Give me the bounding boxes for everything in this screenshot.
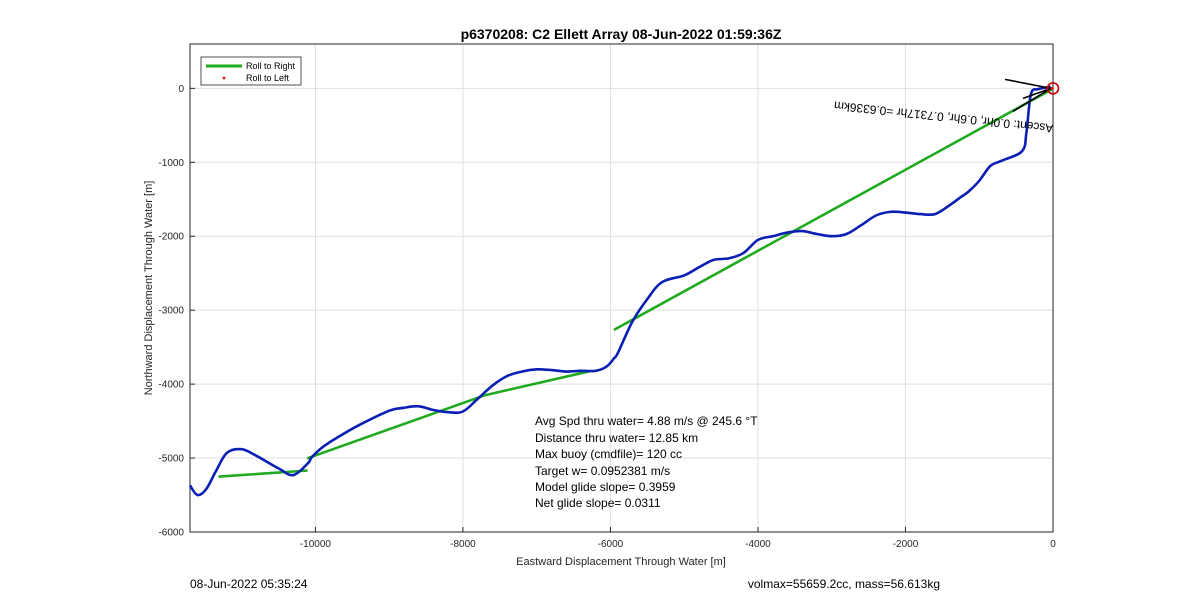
y-tick-label: -4000 (158, 380, 184, 391)
roll-to-right-segment (483, 370, 590, 397)
legend-marker-roll-left (222, 76, 226, 80)
roll-to-right-segment (218, 469, 308, 478)
stat-target-w: Target w= 0.0952381 m/s (535, 464, 670, 478)
plot-frame (189, 43, 1054, 533)
y-tick-label: -6000 (158, 528, 184, 539)
legend-label-roll-right: Roll to Right (246, 61, 296, 71)
ascent-label: Ascent: 0.0hr, 0.6hr, 0.7317hr =0.6336km (833, 98, 1054, 135)
markers (1004, 78, 1060, 113)
stats-block: Avg Spd thru water= 4.88 m/s @ 245.6 °T … (535, 414, 758, 510)
chart-title: p6370208: C2 Ellett Array 08-Jun-2022 01… (461, 26, 782, 42)
y-tick-label: -2000 (158, 232, 184, 243)
y-tick-label: -5000 (158, 454, 184, 465)
x-axis-label: Eastward Displacement Through Water [m] (516, 556, 726, 568)
x-tick-label: -10000 (300, 539, 332, 550)
track-line (188, 85, 1052, 497)
x-tick-label: -4000 (745, 539, 771, 550)
y-tick-label: -1000 (158, 158, 184, 169)
stat-model-glide: Model glide slope= 0.3959 (535, 480, 676, 494)
legend-box (200, 56, 302, 86)
y-tick-label: -3000 (158, 306, 184, 317)
y-axis-label: Northward Displacement Through Water [m] (143, 181, 155, 396)
current-arrow-line (1012, 87, 1052, 113)
footer-mass-info: volmax=55659.2cc, mass=56.613kg (748, 577, 940, 591)
roll-to-right-segment (613, 87, 1054, 331)
footer-timestamp: 08-Jun-2022 05:35:24 (190, 577, 308, 591)
end-position-marker (1046, 82, 1060, 95)
roll-to-right-segment (306, 393, 487, 460)
stat-distance: Distance thru water= 12.85 km (535, 431, 698, 445)
x-tick-label: -2000 (893, 539, 919, 550)
wind-arrow-line (1004, 78, 1052, 90)
x-tick-label: -8000 (450, 539, 476, 550)
roll-to-right-series (218, 87, 1054, 478)
legend: Roll to Right Roll to Left (200, 56, 302, 86)
x-tick-label: -6000 (598, 539, 624, 550)
legend-label-roll-left: Roll to Left (246, 73, 290, 83)
track-series (188, 85, 1052, 497)
heading-arrow-line (1022, 87, 1052, 100)
stat-net-glide: Net glide slope= 0.0311 (535, 496, 661, 510)
y-tick-label: 0 (178, 84, 184, 95)
stat-max-buoy: Max buoy (cmdfile)= 120 cc (535, 447, 682, 461)
stat-avg-speed: Avg Spd thru water= 4.88 m/s @ 245.6 °T (535, 414, 758, 428)
y-axis-ticks: 0 -1000 -2000 -3000 -4000 -5000 -6000 (158, 84, 195, 539)
x-tick-label: 0 (1050, 539, 1056, 550)
roll-to-left-point (1050, 86, 1054, 90)
x-axis-ticks: -10000 -8000 -6000 -4000 -2000 0 (300, 527, 1056, 550)
